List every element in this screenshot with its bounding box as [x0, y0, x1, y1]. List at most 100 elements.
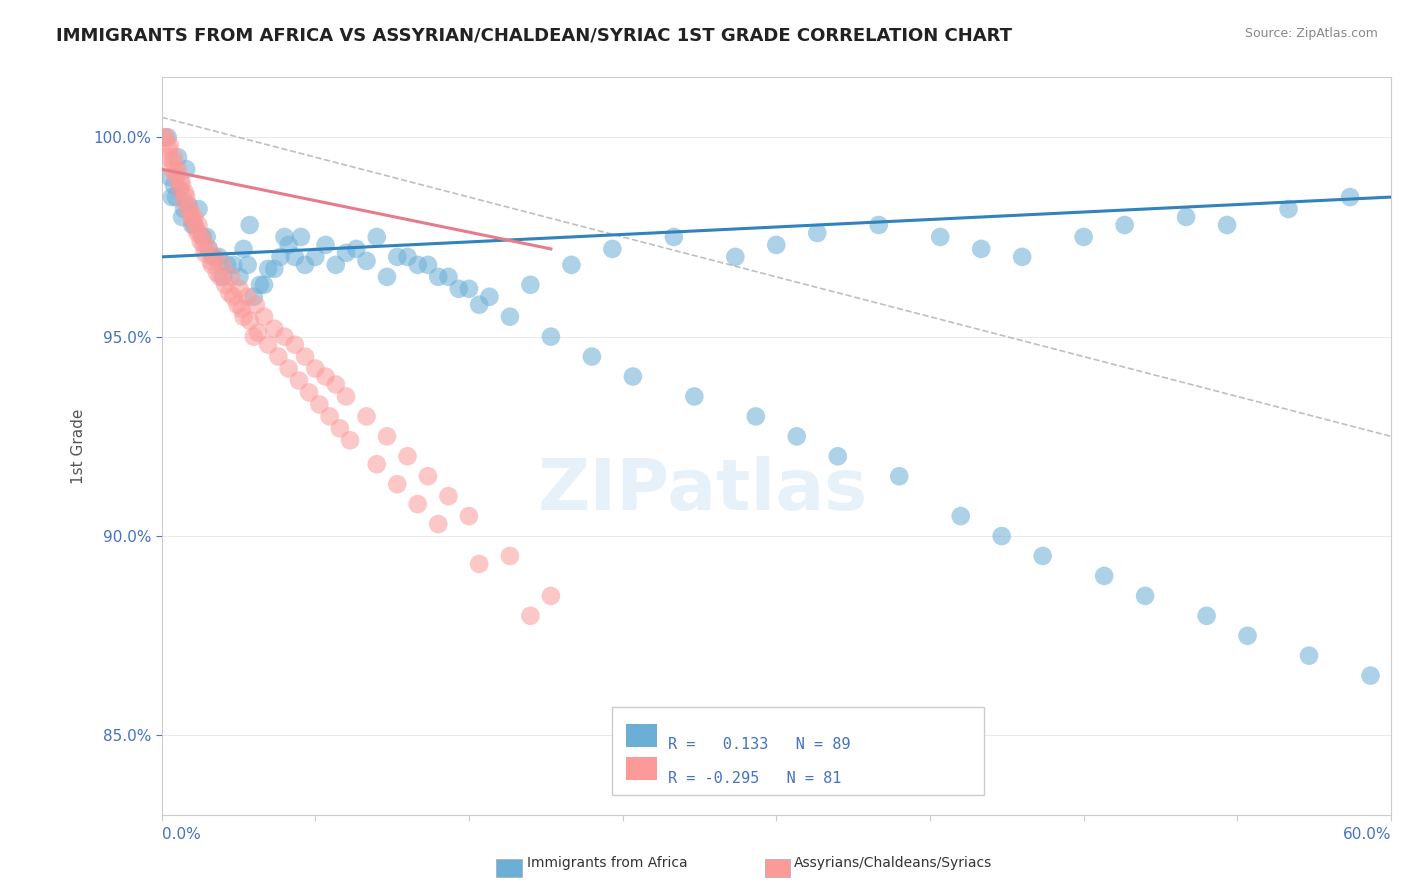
Point: [190, 234, 212, 248]
Point: [468, 557, 491, 571]
Point: [765, 238, 787, 252]
Point: [540, 589, 562, 603]
Point: [1360, 668, 1382, 682]
Point: [366, 230, 388, 244]
Point: [1195, 608, 1218, 623]
Point: [186, 222, 208, 236]
Point: [162, 154, 184, 169]
Point: [745, 409, 768, 424]
Point: [170, 174, 193, 188]
Point: [1114, 218, 1136, 232]
Point: [387, 250, 409, 264]
Point: [177, 202, 200, 216]
Y-axis label: 1st Grade: 1st Grade: [72, 409, 86, 484]
Text: 60.0%: 60.0%: [1343, 827, 1391, 842]
Point: [375, 269, 398, 284]
Point: [165, 170, 187, 185]
Point: [325, 377, 347, 392]
Point: [294, 258, 316, 272]
Point: [949, 509, 972, 524]
Point: [174, 190, 197, 204]
Point: [239, 314, 262, 328]
Point: [191, 230, 214, 244]
Point: [222, 258, 245, 272]
Point: [263, 261, 285, 276]
Text: R =   0.133   N = 89: R = 0.133 N = 89: [668, 737, 851, 752]
Point: [416, 469, 439, 483]
Point: [1216, 218, 1239, 232]
Point: [273, 230, 295, 244]
Text: 0.0%: 0.0%: [162, 827, 200, 842]
Text: Assyrians/Chaldeans/Syriacs: Assyrians/Chaldeans/Syriacs: [794, 855, 993, 870]
Point: [243, 290, 266, 304]
Point: [662, 230, 685, 244]
Point: [290, 230, 312, 244]
Point: [335, 389, 357, 403]
Point: [243, 329, 266, 343]
Point: [201, 250, 224, 264]
Point: [197, 242, 219, 256]
Point: [166, 166, 188, 180]
Point: [212, 269, 235, 284]
Point: [458, 509, 481, 524]
Point: [236, 258, 259, 272]
Point: [159, 138, 181, 153]
Point: [156, 130, 179, 145]
Point: [298, 385, 321, 400]
Point: [181, 214, 204, 228]
Point: [167, 162, 190, 177]
Point: [724, 250, 747, 264]
Text: Source: ZipAtlas.com: Source: ZipAtlas.com: [1244, 27, 1378, 40]
Point: [165, 190, 187, 204]
Point: [335, 246, 357, 260]
Point: [174, 162, 197, 177]
Point: [304, 361, 326, 376]
Point: [294, 350, 316, 364]
Point: [194, 246, 217, 260]
Point: [201, 258, 224, 272]
Point: [183, 210, 205, 224]
Point: [387, 477, 409, 491]
Point: [1277, 202, 1299, 216]
Point: [1032, 549, 1054, 563]
Text: Immigrants from Africa: Immigrants from Africa: [527, 855, 688, 870]
Point: [172, 210, 194, 224]
Point: [257, 337, 280, 351]
Point: [375, 429, 398, 443]
Point: [269, 250, 291, 264]
Point: [187, 218, 209, 232]
Point: [683, 389, 706, 403]
Point: [284, 337, 307, 351]
Point: [163, 150, 186, 164]
Point: [167, 150, 190, 164]
Point: [1073, 230, 1095, 244]
Point: [186, 226, 208, 240]
Point: [249, 277, 271, 292]
Point: [1092, 569, 1115, 583]
Point: [356, 409, 378, 424]
Point: [195, 230, 218, 244]
Point: [187, 202, 209, 216]
Point: [191, 230, 214, 244]
Point: [159, 170, 181, 185]
Point: [499, 310, 522, 324]
Point: [827, 450, 849, 464]
Point: [560, 258, 582, 272]
Point: [277, 238, 299, 252]
Point: [214, 277, 236, 292]
Point: [468, 298, 491, 312]
Point: [519, 608, 541, 623]
Point: [245, 298, 267, 312]
Point: [253, 277, 276, 292]
Point: [478, 290, 501, 304]
Point: [344, 242, 367, 256]
Point: [540, 329, 562, 343]
Point: [1339, 190, 1361, 204]
Point: [1236, 629, 1258, 643]
Point: [169, 182, 191, 196]
Point: [219, 269, 242, 284]
Point: [267, 350, 290, 364]
Point: [308, 397, 330, 411]
Point: [329, 421, 352, 435]
Point: [236, 290, 259, 304]
